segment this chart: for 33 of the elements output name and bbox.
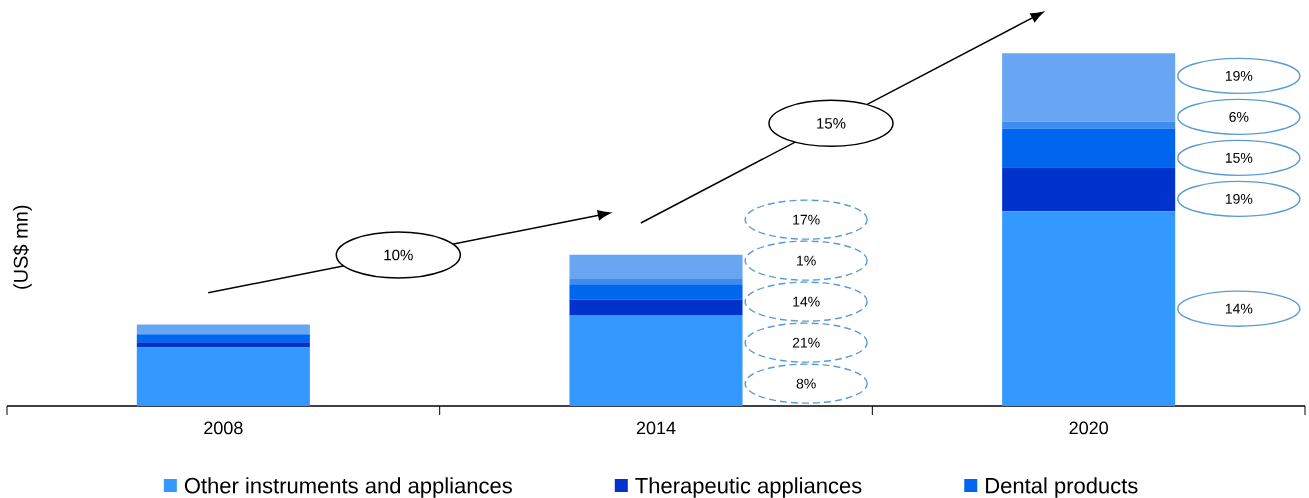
bar [1002,167,1176,212]
annotation: 21% [792,337,820,348]
x-tick-label: 2008 [204,421,243,435]
annotation: 15% [817,118,846,129]
legend-label: Dental products [986,477,1138,498]
bar [569,284,743,300]
annotation: 1% [797,255,816,266]
bar [136,342,310,348]
bar [1002,53,1176,122]
bar [569,254,743,280]
annotation: 10% [384,249,413,261]
bar [569,279,743,285]
bar [136,347,310,406]
legend-label: Therapeutic appliances [635,477,862,498]
annotation: 8% [796,378,816,389]
bar [1002,128,1176,168]
x-tick-label: 2020 [1069,421,1108,435]
y-axis-title: (US$ mn) [12,205,32,289]
annotation: 15% [1225,152,1253,163]
bar [136,324,310,335]
legend-label: Other instruments and appliances [184,477,512,498]
annotation: 14% [1225,303,1253,314]
x-tick-label: 2014 [636,421,676,435]
bar [569,315,743,406]
annotation: 14% [793,296,820,307]
annotation: 17% [793,214,820,225]
bar [1002,211,1176,406]
bar [569,299,743,316]
annotation: 19% [1225,193,1253,204]
bar [136,335,310,343]
annotation: 6% [1229,111,1249,122]
annotation: 19% [1225,70,1253,81]
bar [1002,121,1176,129]
